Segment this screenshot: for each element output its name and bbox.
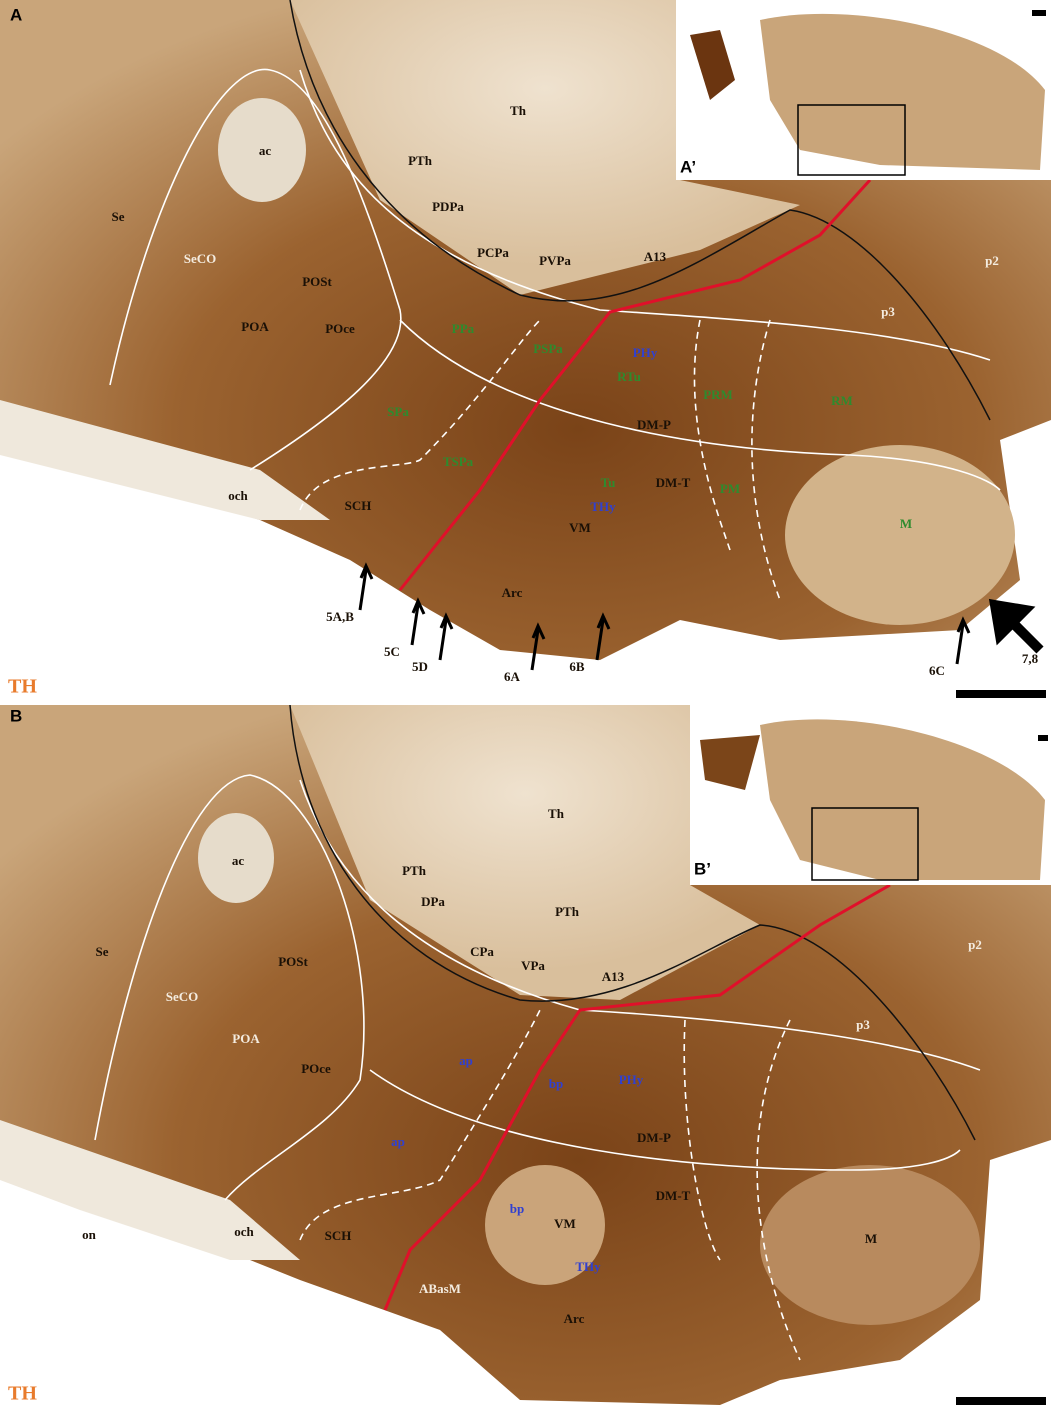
region-label: ac [232,853,245,868]
region-label: on [82,1227,97,1242]
region-label: SCH [345,498,372,513]
region-label: DM-P [637,417,671,432]
region-label: THy [575,1259,601,1274]
region-label: p2 [968,937,982,952]
stain-label: TH [8,1383,37,1405]
region-label: VPa [521,958,545,973]
region-label: SeCO [184,251,217,266]
region-label: POce [325,321,355,336]
region-label: DM-T [656,475,691,490]
region-label: och [228,488,248,503]
region-label: VM [554,1216,576,1231]
region-label: p2 [985,253,999,268]
region-label: CPa [470,944,494,959]
region-label: VM [569,520,591,535]
region-label: M [900,516,912,531]
region-label: SCH [325,1228,352,1243]
region-label: DM-P [637,1130,671,1145]
scale-bar [1038,735,1048,741]
region-label: RM [831,393,853,408]
region-label: bp [549,1076,563,1091]
scale-bar [956,690,1046,698]
scale-bar [1032,10,1046,16]
region-label: Se [96,944,109,959]
region-label: Arc [502,585,523,600]
region-label: PDPa [432,199,464,214]
scale-bar [956,1397,1046,1405]
arrow-label: 6B [569,659,585,674]
panel-b: B TH B’ Th ac PTh DPa PTh Se CPa VPa POSt A13 SeCO p2 P… [0,705,1051,1405]
region-label: Tu [601,475,616,490]
region-label: Th [548,806,565,821]
arrow-label: 5C [384,644,400,659]
region-label: PTh [408,153,433,168]
region-label: POA [232,1031,260,1046]
region-label: och [234,1224,254,1239]
region-label: THy [590,499,616,514]
stain-label: TH [8,676,37,698]
region-label: POce [301,1061,331,1076]
figure: A TH A’ Th ac Se SeCO PTh PDPa POSt PCPa PVPa A13 p2 p… [0,0,1051,1409]
region-label: ABasM [419,1281,461,1296]
arrow [360,566,372,610]
region-label: POSt [278,954,308,969]
region-label: Se [112,209,125,224]
panel-label: B [10,706,22,725]
region-label: TSPa [443,454,474,469]
arrow [995,605,1040,650]
arrow-label: 5D [412,659,428,674]
region-label: PHy [633,345,658,360]
region-label: PHy [619,1072,644,1087]
region-label: PTh [402,863,427,878]
arrow [412,601,424,645]
region-label: POSt [302,274,332,289]
region-label: A13 [644,249,667,264]
region-label: DPa [421,894,445,909]
region-label: POA [241,319,269,334]
arrow [957,620,969,664]
arrow-label: 5A,B [326,609,354,624]
region-label: PM [720,481,740,496]
region-label: M [865,1231,877,1246]
region-label: ac [259,143,272,158]
region-label: PRM [703,387,733,402]
region-label: DM-T [656,1188,691,1203]
region-label: PCPa [477,245,509,260]
region-label: A13 [602,969,625,984]
region-label: PVPa [539,253,571,268]
region-label: PTh [555,904,580,919]
region-label: ap [391,1134,405,1149]
region-label: SeCO [166,989,199,1004]
region-label: p3 [881,304,895,319]
region-label: RTu [617,369,641,384]
arrow-label: 7,8 [1022,651,1039,666]
region-label: Th [510,103,527,118]
panel-a: A TH A’ Th ac Se SeCO PTh PDPa POSt PCPa PVPa A13 p2 p… [0,0,1051,698]
region-label: Arc [564,1311,585,1326]
inset-label: A’ [680,157,696,176]
panel-label: A [10,5,22,24]
arrow [440,616,452,660]
region-label: ap [459,1053,473,1068]
arrow-label: 6C [929,663,945,678]
mammillary [785,445,1015,625]
inset-label: B’ [694,859,711,878]
region-label: SPa [387,404,409,419]
region-label: PSPa [533,341,563,356]
region-label: p3 [856,1017,870,1032]
region-label: bp [510,1201,524,1216]
region-label: PPa [452,321,475,336]
arrow-label: 6A [504,669,521,684]
